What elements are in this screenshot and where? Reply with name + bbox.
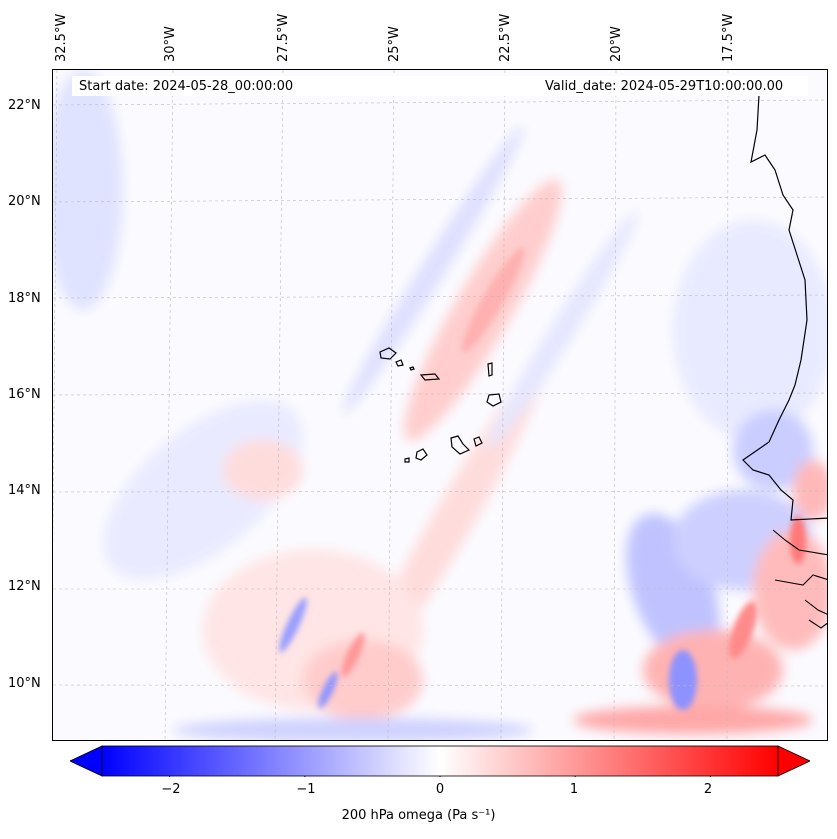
lat-label: 22°N [8,98,41,113]
coastline [742,94,827,521]
colorbar-tick: −2 [161,782,181,797]
colorbar-tick: 1 [569,782,579,797]
lat-label: 14°N [8,483,41,498]
lon-label: 30°W [163,26,178,62]
colorbar-label: 200 hPa omega (Pa s⁻¹) [341,808,496,823]
lat-label: 18°N [8,291,41,306]
colorbar-tick: 2 [703,782,713,797]
cape-verde-islands [379,347,502,463]
lat-label: 20°N [8,194,41,209]
lon-label: 22.5°W [498,13,513,62]
colorbar-tick: −1 [296,782,316,797]
colorbar-tick: 0 [435,782,445,797]
lon-label: 27.5°W [276,13,291,62]
valid-date-label: Valid_date: 2024-05-29T10:00:00.00 [545,79,784,94]
info-bar [72,76,808,96]
lat-label: 12°N [8,579,41,594]
omega-map [52,69,828,741]
omega-field [53,70,827,740]
colorbar [70,745,810,777]
lat-label: 10°N [8,676,41,691]
lon-label: 17.5°W [721,13,736,62]
lon-label: 25°W [387,26,402,62]
lon-label: 20°W [609,26,624,62]
lon-label: 32.5°W [54,13,69,62]
start-date-label: Start date: 2024-05-28_00:00:00 [79,79,294,94]
lat-label: 16°N [8,387,41,402]
